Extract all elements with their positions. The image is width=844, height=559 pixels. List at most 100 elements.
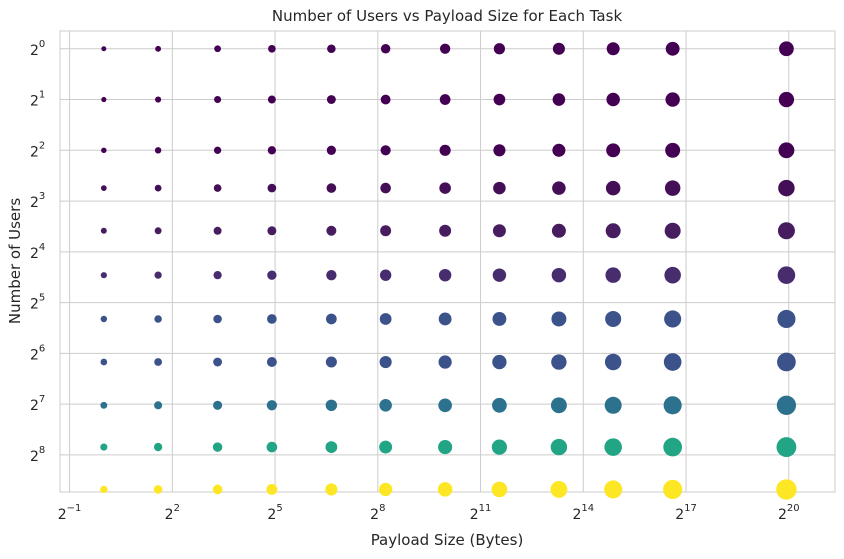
data-point (552, 143, 566, 157)
data-point (267, 270, 277, 280)
data-point (551, 267, 567, 283)
data-point (777, 266, 796, 284)
data-point (266, 483, 278, 495)
data-point (665, 142, 681, 158)
x-tick-label: 217 (675, 503, 697, 523)
data-point (438, 398, 452, 413)
data-point (492, 397, 507, 413)
plot-area (59, 30, 836, 493)
data-point (491, 439, 508, 455)
y-tick-label: 20 (30, 39, 45, 59)
data-point (605, 267, 621, 283)
y-tick-label: 25 (30, 293, 45, 313)
data-point (154, 184, 162, 192)
data-point (378, 482, 393, 497)
data-point (101, 46, 107, 52)
data-point (155, 96, 162, 103)
data-point (439, 94, 451, 105)
data-point (663, 479, 683, 500)
data-point (154, 358, 163, 366)
data-point (605, 223, 621, 239)
data-point (663, 437, 682, 457)
data-point (492, 354, 507, 370)
data-point (492, 224, 506, 238)
data-point (778, 91, 795, 108)
data-point (100, 443, 108, 451)
data-point (325, 399, 338, 412)
data-point (493, 93, 506, 106)
data-point (552, 42, 565, 55)
y-tick-label: 21 (30, 90, 45, 110)
data-point (663, 353, 682, 371)
data-point (550, 438, 568, 456)
data-point (664, 180, 681, 196)
data-point (778, 142, 795, 159)
x-tick-label: 22 (165, 503, 180, 523)
data-point (493, 181, 506, 195)
data-point (100, 315, 108, 323)
data-point (213, 357, 223, 367)
data-point (665, 41, 680, 56)
data-point (213, 400, 223, 410)
data-point (325, 356, 337, 368)
data-point (326, 270, 337, 281)
data-point (379, 269, 392, 281)
x-tick-label: 211 (470, 503, 492, 523)
y-tick-label: 26 (30, 343, 45, 363)
x-tick-label: 214 (572, 503, 594, 523)
data-point (552, 181, 566, 195)
x-tick-label: 28 (370, 503, 385, 523)
data-point (327, 44, 336, 54)
data-point (664, 266, 681, 284)
data-point (779, 41, 794, 57)
data-point (663, 396, 682, 415)
data-point (214, 45, 221, 53)
x-tick-label: 25 (267, 503, 282, 523)
data-point (268, 44, 276, 53)
data-point (380, 225, 392, 237)
data-point (664, 222, 681, 239)
data-point (380, 44, 391, 54)
data-point (438, 312, 452, 326)
data-point (380, 182, 391, 194)
data-point (550, 397, 567, 414)
data-point (267, 226, 277, 236)
data-point (777, 309, 796, 329)
data-point (606, 42, 620, 56)
data-point (776, 437, 797, 458)
data-point (439, 182, 451, 194)
x-tick-labels: 2−1 22 25 28 211 214 217 220 (58, 503, 800, 523)
data-point (776, 479, 797, 500)
data-point (605, 310, 622, 327)
data-point (213, 271, 222, 280)
y-tick-label: 28 (30, 445, 45, 465)
data-point (778, 179, 795, 197)
data-point (267, 314, 277, 324)
data-point (213, 146, 222, 155)
data-point (101, 96, 107, 103)
data-point (380, 94, 391, 105)
data-point (326, 225, 337, 236)
data-point (777, 352, 796, 372)
data-point (439, 224, 452, 237)
y-tick-label: 24 (30, 242, 45, 262)
data-point (439, 43, 451, 54)
data-point (664, 310, 682, 328)
data-point (100, 185, 107, 191)
data-point (604, 438, 622, 456)
data-point (606, 143, 621, 158)
x-tick-label: 220 (778, 503, 800, 523)
data-point (380, 145, 391, 156)
data-point (267, 183, 277, 193)
data-point (438, 355, 452, 369)
data-point (606, 92, 620, 107)
data-point (492, 268, 507, 282)
data-point (212, 484, 223, 495)
data-point (552, 93, 566, 106)
data-point (154, 315, 162, 323)
data-point (101, 147, 107, 154)
points-layer (100, 41, 797, 500)
data-point (326, 183, 337, 193)
